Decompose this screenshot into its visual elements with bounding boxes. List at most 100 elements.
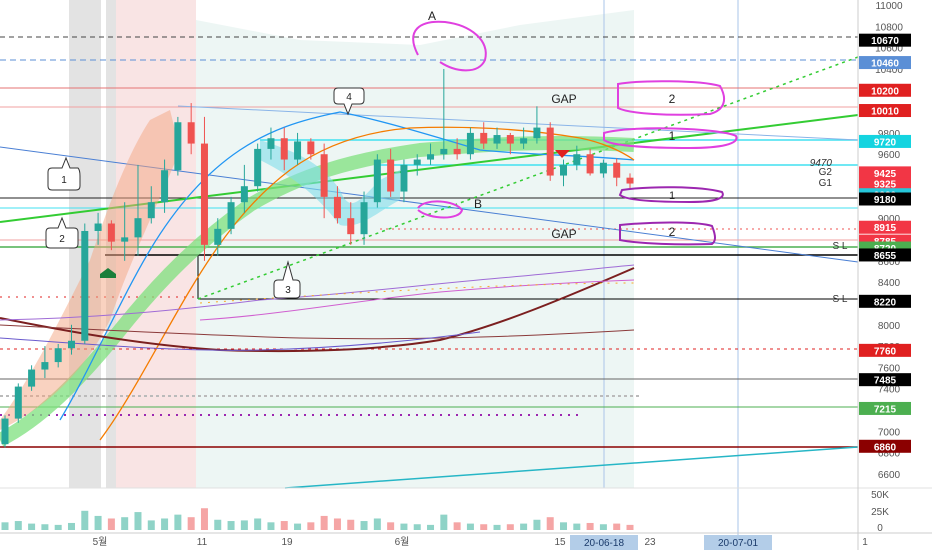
volume-bar [280,521,288,530]
time-axis[interactable]: 5월 11 19 6월 15 23 1 20-06-18 20-07-01 [93,535,869,550]
date-highlight-badge [570,535,638,550]
ma-line [0,324,635,340]
level-label: G1 [819,178,833,189]
box-number: 2 [669,225,676,239]
box-annotation [618,186,724,204]
candle-body [1,418,9,445]
level-label: S L [832,241,847,252]
price-badge-label: 10200 [871,86,899,97]
price-badge [859,134,911,148]
volume-bar [267,522,275,530]
price-badge [859,373,911,387]
volume-bar [387,522,395,530]
price-badge-label: 10670 [871,36,899,47]
sell-arrow-icon [555,150,570,158]
candle-body [267,138,275,149]
candle-body [480,132,488,144]
gap-label: GAP [551,92,576,106]
volume-bar [147,520,155,530]
volume-tick-label: 50K [871,490,889,501]
box-annotation [603,127,738,150]
price-badge [859,33,911,47]
price-tick-label: 9600 [878,150,901,161]
circle-annotation [412,20,487,72]
price-tick-label: 7400 [878,385,901,396]
price-tick-label: 10800 [875,22,903,33]
candle-body [520,138,528,144]
candle-body [81,230,89,341]
price-badge [859,192,911,206]
price-badge [859,248,911,262]
price-tick-label: 8000 [878,321,901,332]
volume-bar [214,519,222,530]
candle-body [147,202,155,219]
callout-number: 2 [59,234,65,245]
price-badge-label: 9720 [874,137,897,148]
price-tick-label: 7600 [878,363,901,374]
volume-bar [560,522,568,530]
candle-body [586,154,594,174]
candle-body [347,218,355,235]
candle-body [373,159,381,203]
volume-bar [254,518,262,530]
background-layer [69,0,739,550]
volume-bar [613,523,621,530]
price-badge [859,166,911,180]
volume-bar [107,518,115,530]
price-badge [859,439,911,453]
trend-line [177,105,859,141]
candle-body [54,348,62,363]
price-badge [859,177,911,191]
volume-bar [440,514,448,530]
candle-body [360,202,368,235]
volume-bar [94,515,102,530]
volume-bar [520,523,528,530]
volume-layer [1,508,634,530]
volume-bar [1,522,9,530]
candle-body [240,186,248,203]
candle-body [320,154,328,197]
callout-number: 4 [346,92,352,103]
candle-body [280,138,288,160]
volume-bar [626,524,634,530]
callout-box [333,87,365,116]
ema-slow-line [0,267,635,353]
ema-mid-line [99,126,635,441]
volume-bar [466,523,474,530]
candle-body [214,228,222,245]
price-badge [859,104,911,118]
ma-line [199,279,635,321]
time-tick-label: 23 [644,537,656,548]
price-badge [859,343,911,357]
price-tick-label: 9000 [878,214,901,225]
candle-body [427,154,435,160]
price-badge-label: 8655 [874,251,897,262]
time-tick-label: 15 [554,537,566,548]
candle-body [200,143,208,245]
candle-body [41,362,49,370]
callout-box [47,156,81,191]
volume-bar [294,523,302,530]
volume-bar [121,517,129,530]
callout-box [45,216,79,249]
volume-tick-label: 25K [871,507,889,518]
level-label: 9470 [810,158,833,169]
volume-bar [599,524,607,530]
gap-label: GAP [551,227,576,241]
price-tick-label: 10600 [875,44,903,55]
price-tick-label: 6600 [878,470,901,481]
box-number: 1 [669,190,675,202]
candle-body [387,159,395,192]
callout-box [273,260,301,299]
candle-body [121,237,129,242]
volume-bar [413,524,421,530]
volume-bar [493,524,501,530]
volume-bar [347,519,355,530]
ma-line [0,331,481,351]
price-tick-label: 8600 [878,257,901,268]
date-highlight-label: 20-06-18 [584,538,624,549]
circle-annotation [417,200,464,219]
price-tick-label: 10400 [875,65,903,76]
candle-body [413,159,421,165]
